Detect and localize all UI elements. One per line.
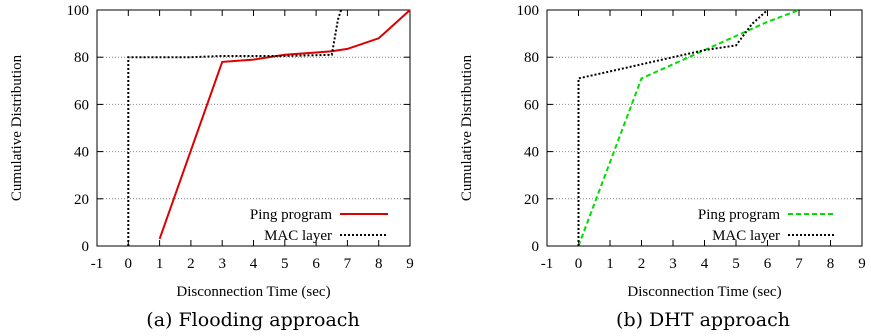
x-axis-label: Disconnection Time (sec) (176, 284, 330, 300)
legend-label: Ping program (250, 207, 332, 223)
x-tick-label: 2 (187, 256, 195, 272)
y-tick-label: 40 (74, 145, 89, 161)
x-tick-label: 5 (281, 256, 289, 272)
y-tick-label: 40 (524, 145, 539, 161)
y-tick-label: 100 (517, 3, 540, 19)
x-tick-label: -1 (541, 256, 554, 272)
legend-label: Ping program (698, 207, 780, 223)
x-tick-label: 1 (606, 256, 614, 272)
x-tick-label: 4 (250, 256, 258, 272)
y-axis-label: Cumulative Distribution (9, 54, 25, 201)
x-tick-label: 8 (375, 256, 383, 272)
subfigure-caption: (b) DHT approach (616, 309, 790, 331)
y-tick-label: 80 (524, 50, 539, 66)
y-tick-label: 80 (74, 50, 89, 66)
x-tick-label: 7 (344, 256, 352, 272)
x-tick-label: 6 (764, 256, 772, 272)
x-tick-label: 3 (669, 256, 677, 272)
x-tick-label: 6 (312, 256, 320, 272)
series-line-1 (127, 9, 343, 246)
y-axis-label: Cumulative Distribution (459, 54, 475, 201)
subfigure-caption: (a) Flooding approach (146, 309, 359, 331)
series-line-1 (577, 9, 769, 246)
y-tick-label: 60 (524, 97, 539, 113)
legend-label: MAC layer (264, 228, 332, 244)
x-tick-label: 0 (575, 256, 583, 272)
y-tick-label: 0 (532, 239, 540, 255)
x-tick-label: 7 (795, 256, 803, 272)
x-axis-label: Disconnection Time (sec) (627, 284, 781, 300)
x-tick-label: 9 (406, 256, 414, 272)
y-tick-label: 20 (524, 192, 539, 208)
y-tick-label: 100 (67, 3, 90, 19)
series-line-0 (158, 9, 411, 240)
x-tick-label: 5 (732, 256, 740, 272)
x-tick-label: 3 (218, 256, 226, 272)
y-tick-label: 0 (82, 239, 90, 255)
x-tick-label: 1 (156, 256, 164, 272)
y-tick-label: 60 (74, 97, 89, 113)
x-tick-label: 0 (125, 256, 133, 272)
y-tick-label: 20 (74, 192, 89, 208)
x-tick-label: 4 (701, 256, 709, 272)
x-tick-label: 9 (858, 256, 866, 272)
x-tick-label: -1 (91, 256, 104, 272)
x-tick-label: 2 (638, 256, 646, 272)
legend-label: MAC layer (712, 228, 780, 244)
x-tick-label: 8 (827, 256, 835, 272)
